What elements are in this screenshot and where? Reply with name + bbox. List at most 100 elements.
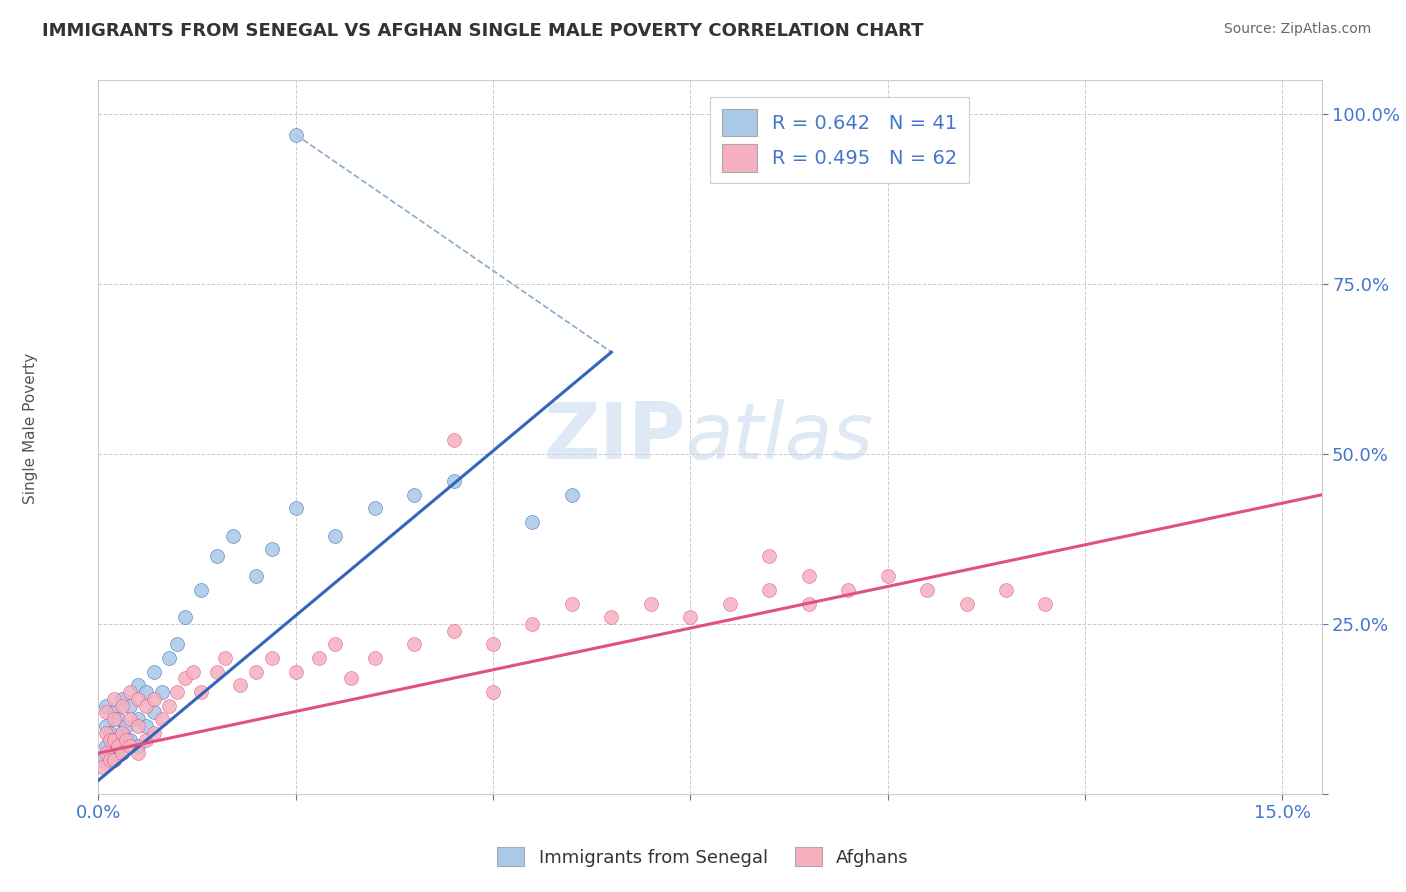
Point [522,617,544,632]
Point [482,637,505,651]
Point [166,637,188,651]
Point [718,597,741,611]
Point [260,651,283,665]
Point [103,712,125,726]
Point [96,706,118,720]
Point [142,691,165,706]
Point [107,739,129,754]
Point [482,685,505,699]
Point [443,475,465,489]
Text: Single Male Poverty: Single Male Poverty [24,352,38,504]
Legend: R = 0.642   N = 41, R = 0.495   N = 62: R = 0.642 N = 41, R = 0.495 N = 62 [710,97,969,183]
Point [363,501,385,516]
Point [111,746,134,760]
Point [679,610,702,624]
Point [103,753,125,767]
Point [181,665,204,679]
Point [98,746,121,760]
Point [308,651,330,665]
Point [103,753,125,767]
Point [205,665,228,679]
Point [115,719,138,733]
Point [159,651,181,665]
Point [142,725,165,739]
Point [876,569,898,583]
Point [150,685,173,699]
Text: Source: ZipAtlas.com: Source: ZipAtlas.com [1223,22,1371,37]
Legend: Immigrants from Senegal, Afghans: Immigrants from Senegal, Afghans [489,840,917,874]
Point [135,732,157,747]
Text: IMMIGRANTS FROM SENEGAL VS AFGHAN SINGLE MALE POVERTY CORRELATION CHART: IMMIGRANTS FROM SENEGAL VS AFGHAN SINGLE… [42,22,924,40]
Point [994,582,1017,597]
Point [118,712,141,726]
Point [640,597,662,611]
Point [245,569,267,583]
Point [915,582,938,597]
Point [323,637,346,651]
Point [98,732,121,747]
Point [118,732,141,747]
Point [260,542,283,557]
Point [404,637,426,651]
Point [837,582,859,597]
Point [758,549,780,563]
Point [107,739,129,754]
Point [205,549,228,563]
Point [284,665,307,679]
Point [98,753,121,767]
Point [127,678,149,692]
Point [142,706,165,720]
Point [111,691,134,706]
Point [363,651,385,665]
Point [174,671,197,685]
Point [758,582,780,597]
Point [96,746,118,760]
Point [522,515,544,529]
Point [323,528,346,542]
Point [127,691,149,706]
Point [284,501,307,516]
Point [103,732,125,747]
Point [229,678,252,692]
Point [127,712,149,726]
Point [600,610,623,624]
Point [190,582,212,597]
Point [797,597,820,611]
Point [103,732,125,747]
Point [245,665,267,679]
Point [443,434,465,448]
Point [135,719,157,733]
Text: ZIP: ZIP [543,399,686,475]
Point [103,691,125,706]
Point [91,760,114,774]
Point [96,725,118,739]
Point [127,739,149,754]
Point [107,712,129,726]
Point [797,569,820,583]
Point [118,685,141,699]
Point [159,698,181,713]
Point [150,712,173,726]
Point [443,624,465,638]
Point [404,488,426,502]
Point [166,685,188,699]
Point [340,671,363,685]
Point [142,665,165,679]
Point [111,725,134,739]
Point [127,719,149,733]
Point [190,685,212,699]
Point [98,725,121,739]
Point [111,698,134,713]
Point [96,698,118,713]
Point [1035,597,1057,611]
Point [955,597,977,611]
Text: atlas: atlas [686,399,873,475]
Point [96,719,118,733]
Point [284,128,307,142]
Point [135,698,157,713]
Point [115,732,138,747]
Point [111,746,134,760]
Point [561,488,583,502]
Point [127,746,149,760]
Point [135,685,157,699]
